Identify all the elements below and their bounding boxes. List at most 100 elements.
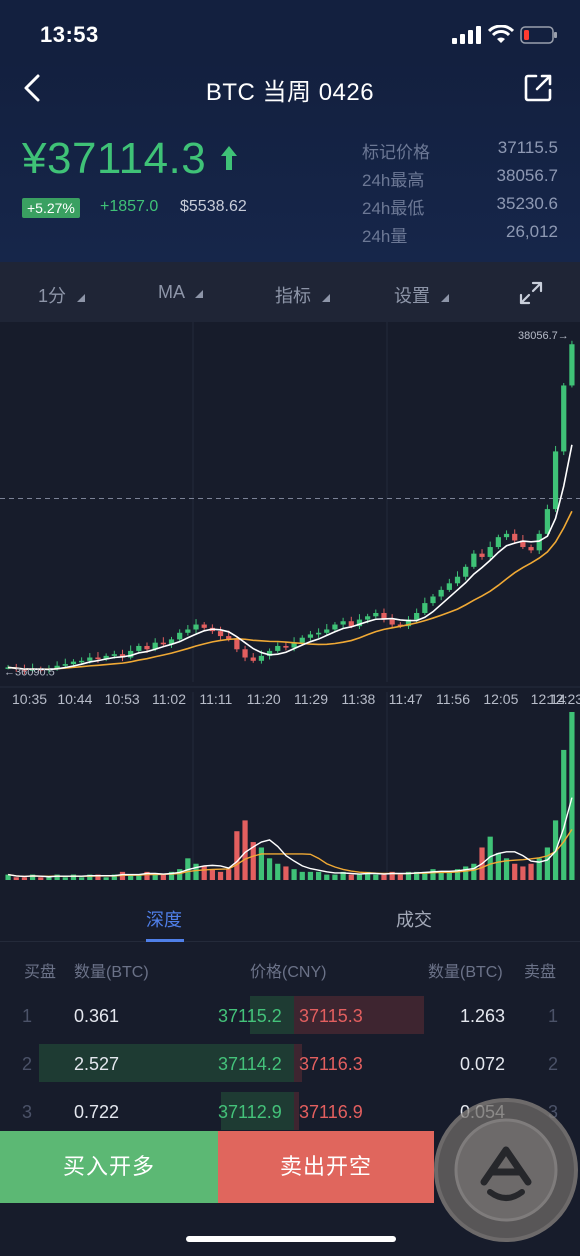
tab-trades[interactable]: 成交 bbox=[396, 910, 432, 930]
volume-bar bbox=[5, 874, 11, 880]
ma-dropdown[interactable]: MA bbox=[158, 282, 204, 303]
kline-chart-svg: 38056.7→ ←36090.5 10:35 10:44 10:53 11:02 11:1… bbox=[0, 322, 580, 880]
volume-bar bbox=[87, 874, 93, 880]
volume-bar bbox=[128, 874, 134, 880]
back-arrow-icon[interactable] bbox=[18, 70, 48, 106]
ask-price: 37115.3 bbox=[299, 1006, 363, 1026]
volume-bar bbox=[266, 858, 273, 880]
orderbook-row[interactable]: 1 0.361 37115.2 37115.3 1.263 1 bbox=[0, 996, 580, 1042]
bid-amount: 0.722 bbox=[74, 1102, 120, 1122]
bid-price: 37115.2 bbox=[218, 1006, 282, 1026]
volume-bar bbox=[54, 874, 60, 880]
volume-bar bbox=[446, 871, 452, 880]
candle bbox=[561, 385, 567, 452]
ma-line-slow bbox=[8, 510, 573, 671]
candle bbox=[266, 650, 273, 656]
candle bbox=[381, 612, 387, 620]
candle bbox=[226, 636, 232, 640]
volume-bar bbox=[495, 852, 501, 880]
share-icon[interactable] bbox=[522, 70, 556, 104]
interval-dropdown[interactable]: 1分 bbox=[38, 282, 86, 308]
volume-ma-slow bbox=[7, 828, 573, 878]
volume-bar bbox=[21, 877, 28, 880]
volume-bar bbox=[79, 877, 85, 880]
orderbook-row[interactable]: 3 0.722 37112.9 37116.9 0.054 3 bbox=[0, 1092, 580, 1138]
candle bbox=[54, 665, 60, 669]
kline-chart[interactable]: 38056.7→ ←36090.5 10:35 10:44 10:53 11:02 11:1… bbox=[0, 322, 580, 890]
time-axis-label: 10:44 bbox=[57, 691, 92, 707]
volume-bar bbox=[512, 863, 518, 880]
stat-value: 37115.5 bbox=[497, 138, 558, 157]
volume-bar bbox=[95, 874, 101, 880]
candle bbox=[144, 645, 150, 650]
candle bbox=[299, 637, 305, 643]
volume-bar bbox=[70, 874, 77, 880]
volume-bar bbox=[340, 871, 346, 880]
volume-bar bbox=[283, 866, 289, 880]
orderbook-row[interactable]: 2 2.527 37114.2 37116.3 0.072 2 bbox=[0, 1044, 580, 1090]
volume-bar bbox=[62, 877, 68, 880]
candle bbox=[242, 649, 248, 658]
volume-bar bbox=[454, 869, 461, 880]
candle bbox=[487, 547, 493, 557]
buy-open-long-button[interactable]: 买入开多 bbox=[0, 1131, 218, 1203]
candle bbox=[348, 621, 354, 627]
dropdown-caret-icon bbox=[441, 294, 450, 302]
battery-icon bbox=[520, 26, 557, 44]
low-price-label: ←36090.5 bbox=[4, 666, 55, 678]
candle bbox=[160, 642, 166, 645]
home-indicator[interactable] bbox=[186, 1236, 396, 1242]
candle bbox=[503, 533, 510, 538]
bid-amount: 2.527 bbox=[74, 1054, 120, 1074]
ask-depth-bar bbox=[294, 996, 424, 1034]
volume-bar bbox=[193, 863, 199, 880]
volume-bar bbox=[234, 831, 240, 880]
bid-index: 3 bbox=[22, 1102, 33, 1122]
stat-label: 标记价格 bbox=[362, 143, 430, 162]
candle bbox=[283, 645, 289, 648]
volume-bar bbox=[209, 869, 215, 880]
volume-bar bbox=[544, 847, 551, 880]
volume-bar bbox=[365, 871, 371, 880]
ask-depth-bar bbox=[294, 1092, 299, 1130]
status-bar: 13:53 bbox=[0, 0, 580, 60]
time-axis-label: 12:14 bbox=[531, 691, 566, 707]
time-axis-label: 10:53 bbox=[105, 691, 140, 707]
indicator-dropdown[interactable]: 指标 bbox=[275, 282, 331, 308]
volume-bar bbox=[13, 877, 19, 880]
candle bbox=[471, 553, 477, 567]
time-axis-label: 11:38 bbox=[341, 691, 375, 707]
time-axis-label: 10:35 bbox=[12, 691, 47, 707]
tab-depth[interactable]: 深度 bbox=[146, 910, 182, 930]
stat-mark-price: 标记价格 37115.5 bbox=[362, 138, 558, 166]
ask-side-header: 卖盘 bbox=[524, 964, 557, 981]
volume-bar bbox=[38, 877, 44, 880]
volume-bar bbox=[520, 866, 526, 880]
volume-bar bbox=[381, 874, 387, 880]
ask-price: 37116.3 bbox=[299, 1054, 363, 1074]
sell-open-short-button[interactable]: 卖出开空 bbox=[218, 1131, 434, 1203]
volume-bar bbox=[275, 863, 281, 880]
candle bbox=[291, 642, 297, 648]
volume-bar bbox=[299, 871, 305, 880]
volume-bar bbox=[258, 847, 265, 880]
candle bbox=[307, 634, 314, 638]
bid-price: 37112.9 bbox=[218, 1102, 282, 1122]
settings-dropdown[interactable]: 设置 bbox=[394, 282, 450, 308]
volume-bar bbox=[463, 866, 469, 880]
volume-bar bbox=[389, 871, 395, 880]
candle bbox=[454, 576, 461, 584]
volume-bar bbox=[569, 712, 575, 880]
candle bbox=[119, 654, 126, 658]
orderbook-header: 买盘 数量(BTC) 价格(CNY) 数量(BTC) 卖盘 bbox=[0, 958, 580, 982]
candle bbox=[136, 645, 142, 651]
candle bbox=[405, 619, 412, 627]
candle bbox=[373, 612, 379, 617]
candle bbox=[438, 589, 444, 597]
stat-label: 24h最高 bbox=[362, 171, 425, 190]
candle bbox=[95, 657, 101, 660]
ask-index: 1 bbox=[548, 1006, 559, 1026]
fullscreen-icon[interactable] bbox=[518, 280, 544, 306]
ticker-header: BTC 当周 0426 ¥37114.3 +5.27% +1857.0 $553… bbox=[0, 60, 580, 262]
ask-price: 37116.9 bbox=[299, 1102, 363, 1122]
